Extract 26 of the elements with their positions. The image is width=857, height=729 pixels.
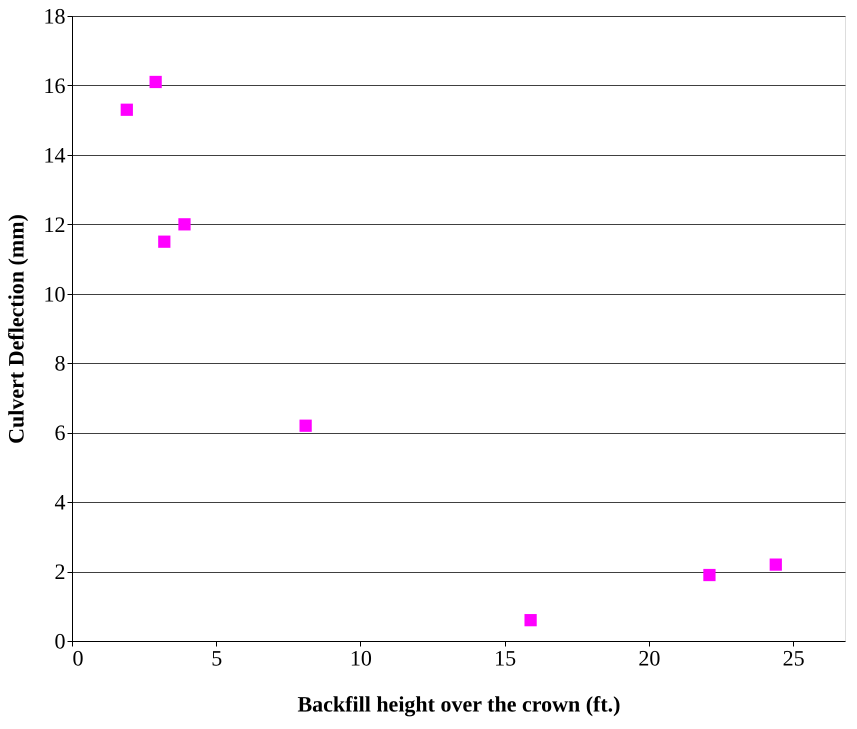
x-tick-label: 15 bbox=[494, 646, 516, 670]
y-tick-label: 4 bbox=[54, 490, 66, 515]
point bbox=[703, 568, 716, 582]
y-tick-label: 16 bbox=[44, 72, 66, 98]
x-tick-label: 20 bbox=[638, 646, 660, 670]
point bbox=[178, 218, 191, 230]
x-tick-label: 10 bbox=[350, 646, 372, 670]
y-axis-title: Culvert Deflection (mm) bbox=[4, 214, 28, 444]
point bbox=[770, 558, 782, 571]
y-tick-label: 12 bbox=[44, 212, 66, 237]
point bbox=[120, 104, 133, 116]
point bbox=[150, 76, 162, 88]
point bbox=[300, 420, 312, 432]
x-axis-title: Backfill height over the crown (ft.) bbox=[297, 692, 621, 716]
point bbox=[158, 236, 170, 248]
point bbox=[524, 614, 537, 626]
x-tick-label: 0 bbox=[72, 646, 84, 670]
x-tick-label: 5 bbox=[211, 646, 222, 670]
y-tick-label: 14 bbox=[44, 142, 66, 168]
y-tick-label: 0 bbox=[54, 628, 66, 654]
x-tick-label: 25 bbox=[782, 646, 805, 670]
y-tick-label: 6 bbox=[54, 420, 66, 446]
y-tick-label: 10 bbox=[44, 281, 66, 306]
y-tick-label: 18 bbox=[44, 4, 66, 28]
y-tick-label: 8 bbox=[54, 350, 66, 376]
y-tick-label: 2 bbox=[54, 559, 66, 584]
